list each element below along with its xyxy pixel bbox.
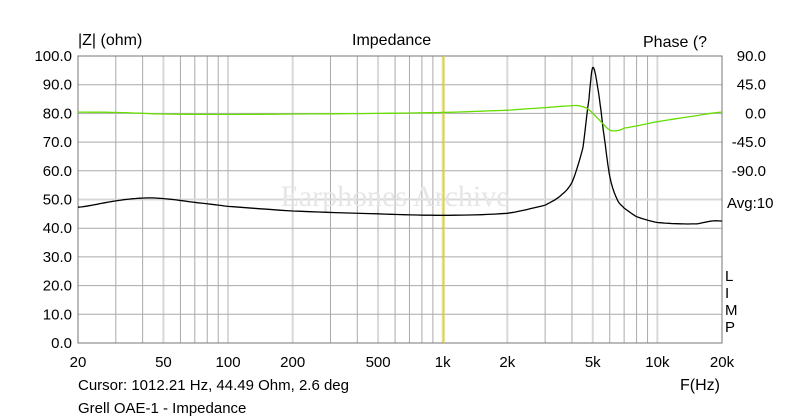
- x-tick-label: 10k: [645, 354, 670, 371]
- y-tick-label: 30.0: [43, 249, 72, 266]
- y2-axis-label: Phase (?: [643, 34, 708, 51]
- impedance-series-line: [77, 66, 722, 225]
- limp-p: P: [725, 319, 736, 336]
- phase-series-line: [78, 104, 723, 132]
- cursor-readout: Cursor: 1012.21 Hz, 44.49 Ohm, 2.6 deg: [78, 377, 349, 394]
- plot-frame: [77, 55, 723, 344]
- limp-i: I: [725, 285, 730, 302]
- y-tick-label: 70.0: [43, 134, 72, 151]
- x-tick-label: 5k: [585, 354, 601, 371]
- y-tick-label: 0.0: [51, 335, 72, 352]
- x-tick-label: 1k: [435, 354, 451, 371]
- chart-title: Impedance: [352, 32, 432, 49]
- y2-tick-label: 45.0: [737, 77, 766, 94]
- y-axis-label: |Z| (ohm): [78, 32, 143, 49]
- y-tick-label: 60.0: [43, 163, 72, 180]
- limp-label: L I M P: [725, 268, 738, 336]
- x-tick-label: 20k: [710, 354, 735, 371]
- y2-tick-label: -45.0: [732, 134, 766, 151]
- x-tick-label: 50: [155, 354, 172, 371]
- x-tick-label: 100: [216, 354, 241, 371]
- y-tick-label: 50.0: [43, 192, 72, 209]
- x-tick-label: 20: [70, 354, 87, 371]
- y2-tick-label: -90.0: [732, 163, 766, 180]
- x-tick-label: 500: [366, 354, 391, 371]
- y-tick-label: 40.0: [43, 220, 72, 237]
- avg-label: Avg:10: [727, 195, 774, 212]
- limp-l: L: [725, 268, 734, 285]
- y-tick-label: 10.0: [43, 306, 72, 323]
- watermark: Earphones Archive: [280, 180, 509, 213]
- y-tick-label: 80.0: [43, 105, 72, 122]
- caption: Grell OAE-1 - Impedance: [78, 400, 247, 417]
- limp-m: M: [725, 302, 738, 319]
- x-axis-label: F(Hz): [680, 377, 720, 394]
- x-tick-label: 200: [280, 354, 305, 371]
- y-tick-label: 20.0: [43, 278, 72, 295]
- y2-tick-label: 0.0: [745, 105, 766, 122]
- x-tick-label: 2k: [499, 354, 515, 371]
- y-tick-label: 90.0: [43, 77, 72, 94]
- y2-tick-label: 90.0: [737, 48, 766, 65]
- y-tick-label: 100.0: [34, 48, 72, 65]
